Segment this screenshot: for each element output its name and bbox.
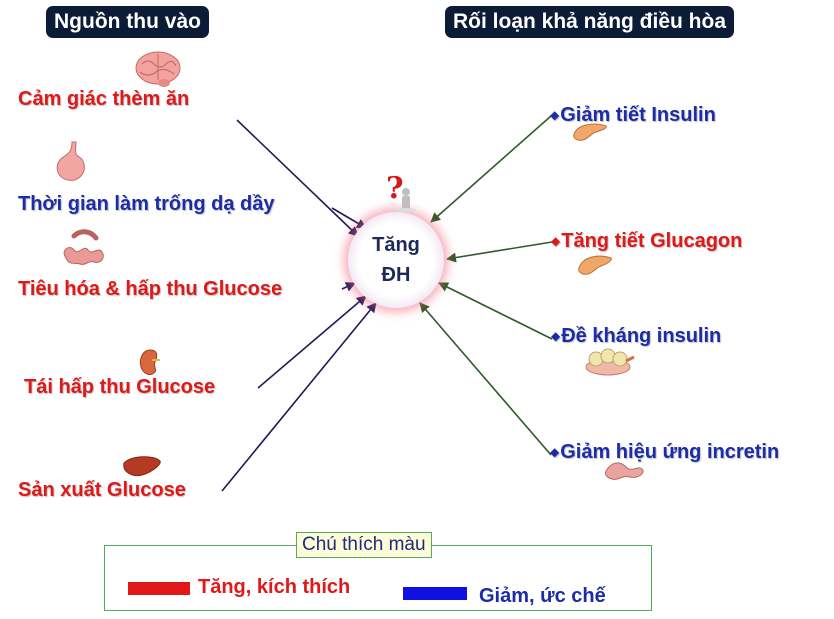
right-item-label: Giảm hiệu ứng incretin xyxy=(560,441,780,463)
bullet-icon: ◆ xyxy=(550,108,560,122)
arrow-glucose-production xyxy=(221,302,377,492)
legend-label-decrease: Giảm, ức chế xyxy=(479,585,606,607)
left-item-gastric-emptying: Thời gian làm trống dạ dầy xyxy=(18,193,275,215)
left-item-glucose-production: Sản xuất Glucose xyxy=(18,479,186,501)
bullet-icon: ◆ xyxy=(550,445,560,459)
svg-text:?: ? xyxy=(386,172,404,206)
center-line-1: Tăng xyxy=(372,234,420,256)
right-item-insulin-secretion: ◆Giảm tiết Insulin xyxy=(550,104,716,127)
bullet-icon: ◆ xyxy=(551,234,561,248)
legend-label-increase: Tăng, kích thích xyxy=(198,576,351,598)
right-item-incretin-effect: ◆Giảm hiệu ứng incretin xyxy=(550,441,779,464)
fat-tissue-icon xyxy=(585,348,635,376)
left-item-digestion-absorption: Tiêu hóa & hấp thu Glucose xyxy=(18,278,283,300)
right-item-glucagon-secretion: ◆Tăng tiết Glucagon xyxy=(551,230,742,253)
stomach-icon xyxy=(56,141,85,181)
intestine-icon xyxy=(63,229,104,265)
legend-title: Chú thích màu xyxy=(296,532,432,558)
question-mark-icon: ? xyxy=(386,172,416,212)
liver-icon xyxy=(123,456,161,476)
header-source-input: Nguồn thu vào xyxy=(46,6,209,38)
right-item-label: Giảm tiết Insulin xyxy=(560,104,716,126)
arrow-digestion-absorption xyxy=(341,282,356,292)
left-item-appetite: Cảm giác thèm ăn xyxy=(18,88,190,110)
arrow-incretin-effect xyxy=(419,302,552,456)
right-item-label: Tăng tiết Glucagon xyxy=(561,230,743,252)
right-item-label: Đề kháng insulin xyxy=(561,325,722,347)
kidney-icon xyxy=(139,349,160,375)
center-line-2: ĐH xyxy=(381,264,411,286)
arrow-insulin-resistance xyxy=(438,282,553,340)
right-item-insulin-resistance: ◆Đề kháng insulin xyxy=(551,325,721,348)
arrow-gastric-emptying xyxy=(331,207,367,229)
center-node-hyperglycemia: Tăng ĐH xyxy=(348,212,444,308)
arrow-insulin-secretion xyxy=(430,115,552,223)
pancreas-icon xyxy=(573,123,607,141)
intestine-icon-2 xyxy=(605,462,644,480)
pancreas-icon-2 xyxy=(578,255,612,275)
arrow-glucose-reabsorption xyxy=(257,295,367,389)
legend-swatch-red xyxy=(128,582,190,595)
arrow-appetite xyxy=(236,119,359,237)
brain-icon xyxy=(135,51,181,87)
header-regulation-disorder: Rối loạn khả năng điều hòa xyxy=(445,6,735,38)
legend-swatch-blue xyxy=(403,587,467,600)
left-item-glucose-reabsorption: Tái hấp thu Glucose xyxy=(24,376,216,398)
arrow-glucagon-secretion xyxy=(446,241,553,263)
bullet-icon: ◆ xyxy=(551,329,561,343)
